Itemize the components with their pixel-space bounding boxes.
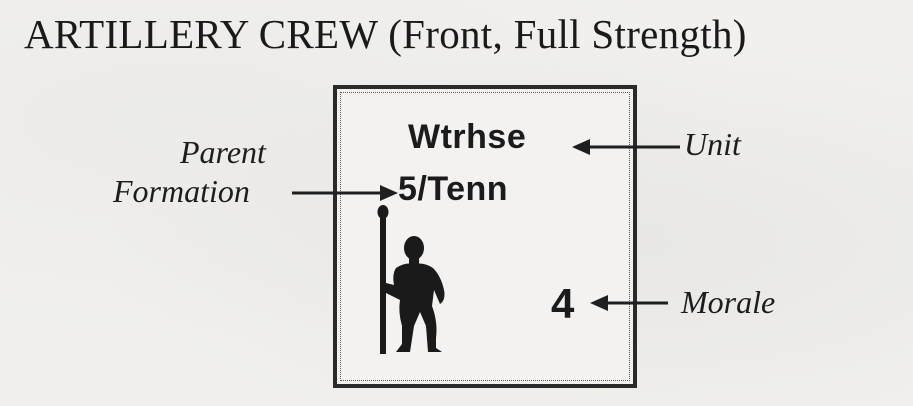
unit-arrow [572,139,680,155]
parent-formation-label-line1: Parent [180,134,266,170]
counter-parent-formation: 5/Tenn [398,170,509,208]
unit-label: Unit [684,126,741,162]
parent-formation-arrow [292,185,398,201]
morale-arrow [590,295,668,311]
counter-morale-value: 4 [551,280,575,327]
counter-unit-name: Wtrhse [408,118,527,156]
artillery-crewman-icon [377,205,445,354]
page-title: ARTILLERY CREW (Front, Full Strength) [24,11,747,57]
parent-formation-label-line2: Formation [113,173,250,209]
morale-label: Morale [681,284,776,320]
